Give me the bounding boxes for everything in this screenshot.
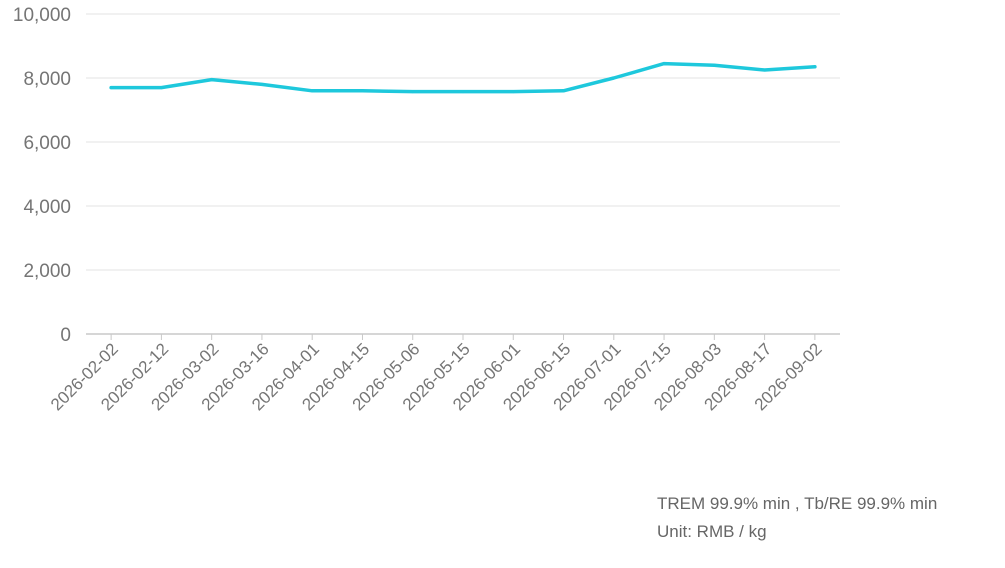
- data-point: [159, 86, 163, 90]
- data-point: [562, 89, 566, 93]
- data-point: [461, 90, 465, 94]
- data-point: [310, 89, 314, 93]
- y-tick-label: 2,000: [23, 261, 71, 282]
- data-point: [813, 65, 817, 69]
- x-axis-ticks: 2026-02-022026-02-122026-03-022026-03-16…: [47, 334, 826, 414]
- data-point: [260, 82, 264, 86]
- data-point: [210, 78, 214, 82]
- data-point: [763, 68, 767, 72]
- data-point: [109, 86, 113, 90]
- y-tick-label: 10,000: [13, 5, 71, 26]
- data-point: [360, 89, 364, 93]
- unit-note: Unit: RMB / kg: [657, 522, 767, 541]
- data-point: [662, 62, 666, 66]
- gridlines: [86, 13, 840, 335]
- series-layer: [109, 61, 817, 94]
- data-point: [612, 76, 616, 80]
- y-axis-ticks: 0 2,000 4,000 6,000 8,000 10,000: [13, 5, 71, 346]
- product-spec-note: TREM 99.9% min , Tb/RE 99.9% min: [657, 494, 938, 513]
- data-point: [511, 90, 515, 94]
- y-tick-label: 6,000: [23, 133, 71, 154]
- y-tick-label: 4,000: [23, 197, 71, 218]
- data-point: [712, 63, 716, 67]
- y-tick-label: 8,000: [23, 69, 71, 90]
- data-point: [411, 90, 415, 94]
- y-tick-label: 0: [60, 325, 71, 346]
